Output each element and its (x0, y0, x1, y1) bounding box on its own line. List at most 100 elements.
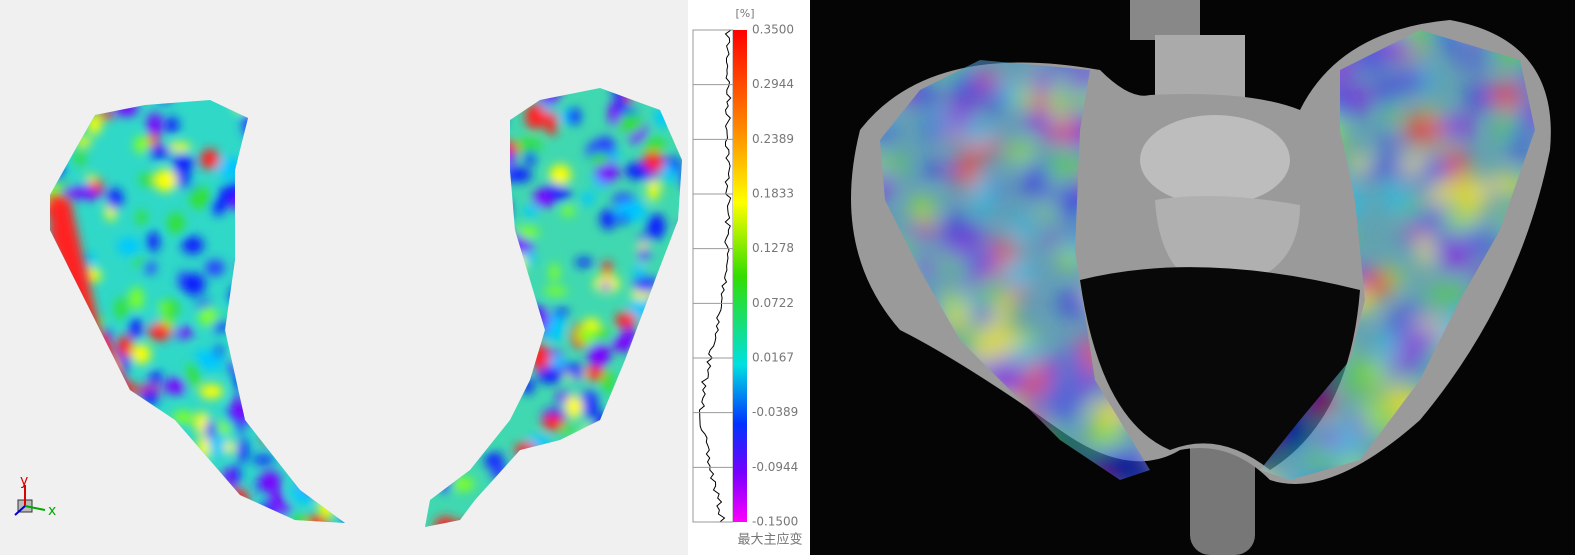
strain-blob (515, 138, 542, 155)
strain-blob (965, 246, 999, 270)
strain-blob (181, 236, 204, 255)
strain-blob (601, 370, 615, 395)
strain-blob (561, 421, 573, 435)
strain-blob (584, 365, 605, 381)
strain-blob (1405, 212, 1446, 234)
strain-blob (578, 391, 601, 402)
strain-blob (213, 345, 224, 358)
strain-blob (611, 336, 635, 352)
strain-blob (579, 327, 598, 345)
strain-blob (1453, 175, 1490, 216)
strain-blob (172, 153, 194, 173)
strain-blob (237, 438, 248, 464)
strain-blob (914, 217, 937, 232)
strain-blob (647, 176, 660, 202)
strain-blob (960, 124, 997, 145)
strain-blob (1451, 53, 1493, 70)
strain-blob (561, 363, 584, 375)
strain-blob (1358, 268, 1394, 299)
strain-blob (522, 205, 540, 217)
strain-blob (1441, 236, 1469, 277)
strain-blob (116, 335, 134, 357)
strain-blob (106, 188, 123, 210)
strain-blob (1380, 181, 1411, 214)
colorbar-tick-label: -0.0389 (752, 405, 798, 419)
strain-blob (1338, 357, 1367, 394)
strain-blob (564, 394, 584, 419)
edge-strain (50, 195, 140, 410)
strain-blob (545, 321, 564, 343)
x-axis-label: x (48, 503, 56, 519)
strain-blob (1096, 444, 1138, 480)
colorbar-title: 最大主应变 (737, 532, 802, 548)
strain-blob (1417, 156, 1451, 181)
x-axis-arrow (24, 505, 46, 511)
strain-blob (172, 327, 194, 339)
clamp-top (1130, 0, 1200, 40)
strain-blob (953, 154, 982, 189)
strain-blob (952, 67, 983, 108)
strain-blob (269, 488, 284, 516)
strain-blob (1349, 152, 1368, 174)
strain-blob (537, 368, 562, 384)
strain-blob (280, 503, 292, 516)
strain-blob (525, 103, 546, 130)
strain-blob (548, 187, 572, 201)
strain-blob (1341, 90, 1374, 105)
axes-triad: y x (14, 473, 56, 519)
strain-blob (144, 261, 157, 275)
strain-blob (158, 302, 170, 313)
strain-blob (971, 175, 995, 217)
sacrum-top (1140, 115, 1290, 205)
strain-blob (200, 148, 220, 170)
strain-blob (210, 199, 226, 215)
strain-blob (661, 163, 676, 185)
strain-blob (1021, 111, 1058, 134)
strain-blob (167, 142, 192, 152)
strain-blob (205, 259, 225, 277)
colorbar-tick-label: -0.1500 (752, 515, 798, 529)
strain-blob (594, 328, 611, 340)
strain-blob (942, 103, 976, 124)
strain-blob (618, 213, 630, 225)
strain-blob (1029, 92, 1052, 118)
strain-blob (588, 343, 611, 367)
strain-blob (1410, 325, 1440, 353)
strain-blob (972, 301, 993, 329)
strain-blob (549, 164, 572, 185)
strain-blob (942, 210, 964, 250)
strain-blob (595, 136, 616, 157)
strain-blob (1415, 289, 1453, 308)
strain-blob (1490, 81, 1522, 111)
strain-blob (925, 114, 943, 144)
strain-blob (147, 231, 160, 252)
strain-blob (114, 297, 128, 320)
strain-blob (538, 112, 559, 126)
strain-blob (172, 410, 194, 425)
strain-blob (1042, 233, 1061, 248)
strain-blob (1509, 133, 1530, 162)
strain-blob (138, 175, 160, 187)
strain-blob (545, 123, 558, 136)
strain-blob (595, 159, 619, 184)
strain-blob (163, 378, 187, 395)
strain-blob (148, 322, 172, 341)
strain-blob (893, 149, 909, 181)
strain-blob (131, 343, 151, 365)
strain-blob (1001, 78, 1019, 106)
colorbar-tick-label: -0.0944 (752, 460, 798, 474)
strain-blob (129, 286, 144, 311)
strain-blob (908, 195, 937, 220)
strain-blob (554, 307, 569, 318)
strain-blob (148, 371, 163, 385)
strain-blob (198, 306, 218, 327)
strain-blob (642, 137, 666, 152)
strain-blob (146, 112, 163, 138)
strain-blob (916, 163, 956, 178)
strain-blob (544, 286, 568, 296)
strain-blob (1047, 381, 1081, 422)
strain-blob (979, 320, 1018, 358)
strain-blob (1085, 420, 1127, 449)
strain-blob (541, 414, 564, 431)
strain-blob (1402, 112, 1443, 147)
